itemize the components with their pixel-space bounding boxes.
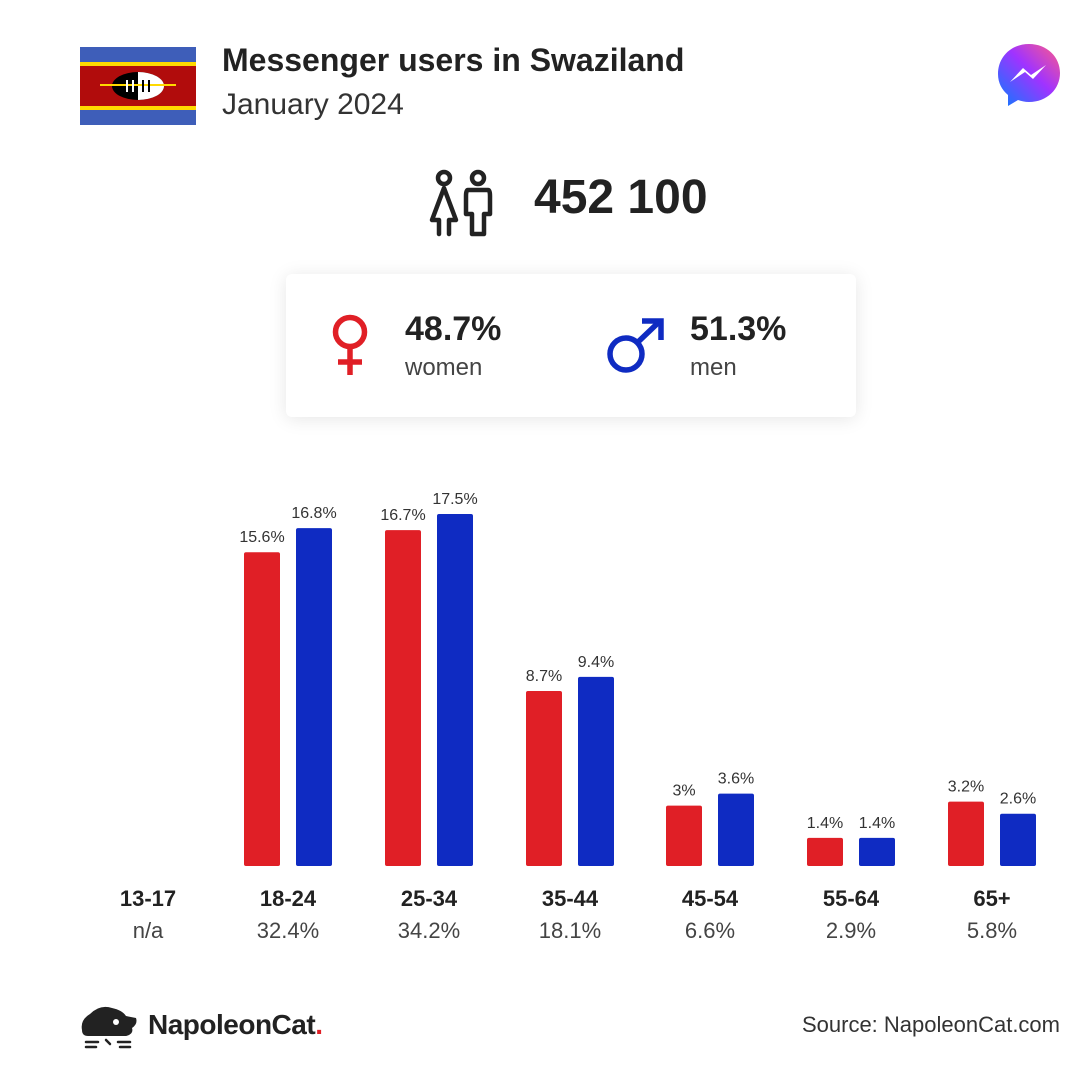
bar-men-25-34: [437, 514, 473, 866]
category-total-55-64: 2.9%: [826, 918, 876, 943]
category-total-45-54: 6.6%: [685, 918, 735, 943]
total-users: 452 100: [534, 171, 708, 224]
users-icon: [429, 169, 493, 237]
page-subtitle: January 2024: [222, 88, 404, 121]
gender-card: [286, 274, 856, 417]
data-label-men-25-34: 17.5%: [432, 491, 477, 508]
category-total-13-17: n/a: [133, 918, 164, 943]
category-label-18-24: 18-24: [260, 886, 317, 911]
data-label-women-35-44: 8.7%: [526, 668, 562, 685]
data-label-women-45-54: 3%: [672, 783, 695, 800]
men-percentage: 51.3%: [690, 310, 787, 348]
bar-women-65+: [948, 801, 984, 866]
bar-men-45-54: [718, 793, 754, 866]
bar-men-55-64: [859, 837, 895, 866]
bar-women-55-64: [807, 837, 843, 866]
women-percentage: 48.7%: [405, 310, 502, 348]
data-label-men-55-64: 1.4%: [859, 815, 895, 832]
bar-men-35-44: [578, 676, 614, 866]
bar-men-65+: [1000, 813, 1036, 866]
category-total-18-24: 32.4%: [257, 918, 319, 943]
category-total-65+: 5.8%: [967, 918, 1017, 943]
category-label-55-64: 55-64: [823, 886, 880, 911]
male-symbol-icon: [607, 318, 664, 373]
bar-women-18-24: [244, 552, 280, 866]
category-label-35-44: 35-44: [542, 886, 599, 911]
men-label: men: [690, 354, 737, 381]
category-total-25-34: 34.2%: [398, 918, 460, 943]
page-title: Messenger users in Swaziland: [222, 42, 685, 78]
data-label-men-18-24: 16.8%: [291, 505, 336, 522]
napoleoncat-logo-icon: [81, 1006, 137, 1049]
data-label-women-65+: 3.2%: [948, 779, 984, 796]
data-label-women-18-24: 15.6%: [239, 529, 284, 546]
female-symbol-icon: [332, 314, 368, 375]
data-label-women-25-34: 16.7%: [380, 507, 425, 524]
messenger-logo-icon: [998, 44, 1060, 106]
category-label-45-54: 45-54: [682, 886, 739, 911]
women-label: women: [405, 354, 483, 381]
brand-name: NapoleonCat.: [148, 1009, 323, 1040]
source-credit: Source: NapoleonCat.com: [801, 1012, 1060, 1037]
bar-women-45-54: [666, 805, 702, 866]
category-label-25-34: 25-34: [401, 886, 458, 911]
category-total-35-44: 18.1%: [539, 918, 601, 943]
category-label-13-17: 13-17: [120, 886, 176, 911]
data-label-men-65+: 2.6%: [1000, 791, 1036, 808]
bar-women-25-34: [385, 530, 421, 866]
bar-women-35-44: [526, 691, 562, 866]
data-label-women-55-64: 1.4%: [807, 815, 843, 832]
data-label-men-45-54: 3.6%: [718, 771, 754, 788]
data-label-men-35-44: 9.4%: [578, 654, 614, 671]
category-label-65+: 65+: [973, 886, 1010, 911]
bar-men-18-24: [296, 528, 332, 866]
eswatini-flag-icon: [80, 47, 196, 125]
